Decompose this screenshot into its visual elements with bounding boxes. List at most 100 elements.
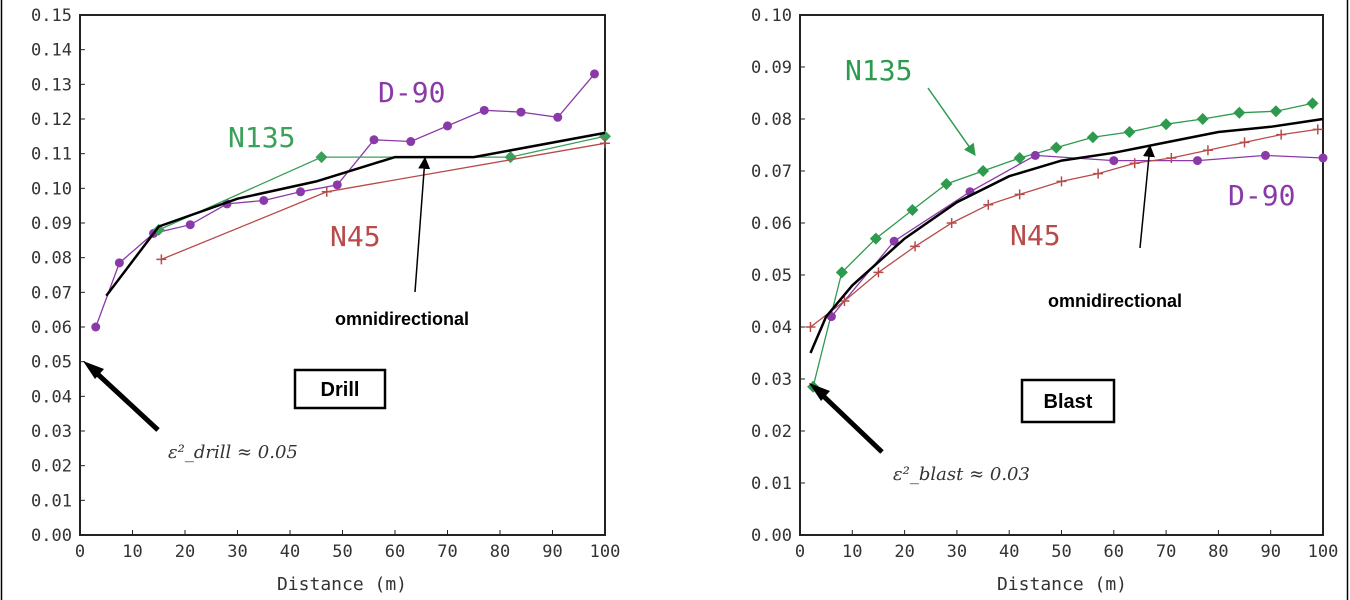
blast-panel: 0.00 0.01 0.02 0.03 0.04 0.05 0.06 0.07 0.08 0.09… [751,6,1338,595]
blast-x-tick-label: 20 [894,542,914,562]
drill-x-tick-label: 40 [280,542,300,562]
blast-y-axis: 0.00 0.01 0.02 0.03 0.04 0.05 0.06 0.07 0.08 0.09… [751,6,805,546]
drill-point-d90 [553,112,563,122]
blast-point-d90 [1260,150,1270,160]
drill-x-tick-label: 30 [227,542,247,562]
drill-point-n135 [152,223,165,236]
blast-point-n45 [946,218,957,228]
blast-point-n135 [1160,118,1173,131]
drill-series-line-n135 [158,135,606,231]
blast-point-d90 [1109,156,1119,166]
blast-x-tick-label: 70 [1156,542,1176,562]
drill-x-tick-label: 90 [542,542,562,562]
blast-point-n45 [1129,158,1140,169]
blast-point-n135 [1196,113,1209,125]
drill-y-tick-label: 0.15 [31,6,72,26]
drill-point-d90 [369,135,379,145]
drill-point-d90 [91,322,101,332]
drill-y-tick-label: 0.01 [31,491,72,511]
blast-y-tick-label: 0.05 [751,266,792,286]
drill-label-d90: D-90 [378,76,445,109]
blast-nugget-label: ε²_blast ≈ 0.03 [893,464,1030,485]
drill-x-tick-label: 50 [332,542,352,562]
blast-point-n135 [906,204,919,216]
drill-label-n135: N135 [228,121,295,154]
blast-y-tick-label: 0.02 [751,422,792,442]
blast-point-d90 [1318,153,1328,163]
blast-point-n45 [1202,145,1213,156]
drill-point-n45 [600,138,610,149]
blast-nugget-arrowhead [809,383,830,401]
blast-x-tick-label: 0 [795,542,805,562]
drill-y-tick-label: 0.07 [31,283,72,303]
blast-point-n135 [1269,105,1282,118]
blast-point-n135 [940,178,953,190]
drill-y-tick-label: 0.09 [31,214,72,234]
blast-series-line-omnidirectional [809,117,1324,354]
drill-point-d90 [332,180,342,190]
drill-plot-frame [79,14,606,536]
blast-point-n45 [1093,168,1104,179]
blast-label-d90: D-90 [1228,179,1295,212]
blast-x-axis: 0 10 20 30 40 50 60 70 80 90 100 [795,530,1338,562]
blast-point-n45 [805,322,816,332]
drill-y-tick-label: 0.04 [31,387,72,407]
blast-point-d90 [1030,150,1040,160]
blast-point-n135 [1086,131,1099,144]
drill-x-tick-label: 0 [75,542,85,562]
blast-x-tick-label: 90 [1260,542,1280,562]
drill-point-d90 [516,107,526,117]
blast-x-tick-label: 80 [1208,542,1228,562]
blast-x-tick-label: 50 [1051,542,1071,562]
blast-point-n45 [1312,124,1323,135]
blast-point-n135 [977,165,990,177]
drill-y-tick-label: 0.08 [31,249,72,269]
drill-label-n45: N45 [330,220,381,253]
drill-series-line-omnidirectional [105,131,606,297]
blast-x-tick-label: 60 [1104,542,1124,562]
drill-y-tick-label: 0.06 [31,318,72,338]
drill-y-tick-label: 0.14 [31,41,72,61]
drill-nugget-arrowhead [83,361,104,379]
drill-x-tick-label: 70 [437,542,457,562]
blast-point-n45 [873,267,884,278]
blast-y-tick-label: 0.08 [751,110,792,130]
drill-y-tick-label: 0.03 [31,422,72,442]
blast-nugget-arrow [814,387,884,454]
blast-point-n45 [1166,153,1177,163]
drill-point-d90 [590,69,599,79]
blast-label-n135: N135 [845,54,912,87]
drill-nugget-arrow [88,365,160,432]
blast-point-n135 [869,232,882,245]
drill-point-d90 [479,105,489,115]
blast-y-tick-label: 0.03 [751,370,792,390]
drill-nugget-label: ε²_drill ≈ 0.05 [168,442,298,463]
drill-x-axis: 0 10 20 30 40 50 60 70 80 90 100 [75,530,620,562]
drill-point-d90 [296,187,305,197]
drill-box [293,368,387,410]
blast-point-n135 [835,266,848,279]
drill-y-axis: 0.00 0.01 0.02 0.03 0.04 0.05 0.06 0.07 0.08 0.09… [31,6,85,546]
blast-point-n45 [1014,189,1025,200]
blast-x-tick-label: 30 [947,542,967,562]
drill-y-tick-label: 0.05 [31,353,72,373]
blast-point-n45 [1276,129,1287,140]
blast-n135-arrow [927,87,976,156]
blast-series-line-n135 [812,102,1313,387]
drill-series [91,69,611,332]
drill-panel: 0.00 0.01 0.02 0.03 0.04 0.05 0.06 0.07 0.08 0.09… [31,6,620,595]
blast-x-axis-title: Distance (m) [997,574,1127,595]
drill-x-tick-label: 80 [490,542,510,562]
blast-point-n45 [839,296,850,306]
drill-point-d90 [185,220,195,230]
blast-y-tick-label: 0.06 [751,214,792,234]
drill-point-d90 [114,258,124,268]
drill-x-axis-title: Distance (m) [277,574,407,595]
blast-label-n45: N45 [1010,219,1061,252]
blast-y-tick-label: 0.01 [751,474,792,494]
drill-point-d90 [443,121,452,131]
drill-point-n135 [315,151,328,164]
blast-omni-arrow [1139,144,1155,249]
drill-y-tick-label: 0.13 [31,75,72,95]
blast-point-n135 [1306,97,1319,110]
